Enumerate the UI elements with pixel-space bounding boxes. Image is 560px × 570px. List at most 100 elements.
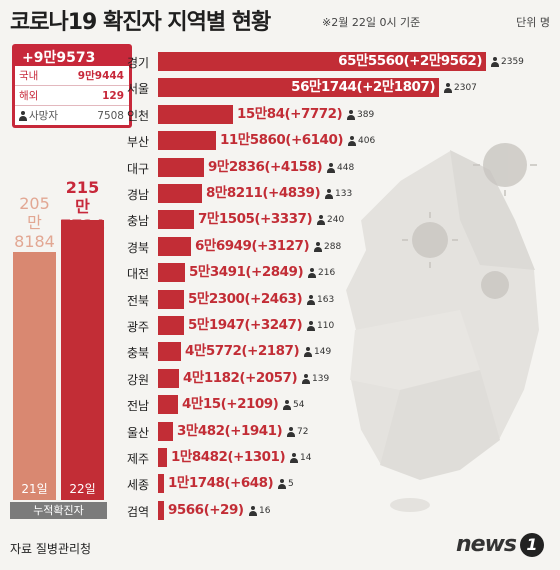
daily-total: +9만9573 [22,50,96,66]
region-deaths: 288 [314,242,341,252]
person-icon [304,347,312,357]
bar-value-label: 9566(+29) [168,502,244,518]
region-label: 강원 [126,373,150,387]
region-deaths: 163 [307,295,334,305]
cumulative-tag: 누적확진자 [10,502,107,519]
region-label: 충북 [126,346,150,360]
person-icon [19,110,27,121]
person-icon [491,57,499,67]
region-label: 경북 [126,241,150,255]
region-deaths: 406 [348,136,375,146]
region-label: 경기 [126,56,150,70]
bar-value-label: 4만5772(+2187) [185,343,300,359]
person-icon [314,242,322,252]
region-label: 대전 [126,267,150,281]
bar-value-label: 1만8482(+1301) [171,449,286,465]
region-bar: 1만1748(+648) [158,474,274,493]
domestic-row: 국내 9만9444 [15,66,129,86]
unit-note: 단위 명 [516,16,550,29]
bar-value-label: 15만84(+7772) [237,106,343,122]
person-icon [302,374,310,384]
prev-cumulative-bar [13,252,56,500]
region-deaths: 5 [278,479,294,489]
region-deaths: 139 [302,374,329,384]
bar-value-label: 5만1947(+3247) [188,317,303,333]
region-bar: 3만482(+1941) [158,422,283,441]
person-icon [307,295,315,305]
deaths-count: 139 [312,374,330,384]
deaths-count: 163 [317,295,335,305]
region-bar: 9566(+29) [158,501,244,520]
region-deaths: 448 [327,163,354,173]
summary-breakdown: 국내 9만9444 해외 129 사망자 7508 [15,66,129,125]
prev-day-label: 21일 [21,482,48,496]
person-icon [287,427,295,437]
bar-value-label: 56만1744(+2만1807) [291,79,435,95]
person-icon [278,479,286,489]
region-deaths: 216 [308,268,335,278]
region-deaths: 2359 [491,57,524,67]
region-bar: 4만15(+2109) [158,395,279,414]
domestic-label: 국내 [19,70,39,82]
deaths-row: 사망자 7508 [15,106,129,125]
deaths-count: 406 [358,136,376,146]
region-label: 대구 [126,162,150,176]
region-bar: 9만2836(+4158) [158,158,323,177]
region-deaths: 389 [347,110,374,120]
region-bar: 6만6949(+3127) [158,237,310,256]
region-deaths: 2307 [444,83,477,93]
logo-word: news [455,532,517,557]
region-bar: 15만84(+7772) [158,105,343,124]
person-icon [325,189,333,199]
bar-value-label: 5만2300(+2463) [188,291,303,307]
bar-value-label: 1만1748(+648) [168,475,274,491]
region-deaths: 72 [287,427,308,437]
deaths-count: 14 [300,453,312,463]
region-deaths: 240 [317,215,344,225]
bar-value-label: 65만5560(+2만9562) [338,53,482,69]
region-label: 광주 [126,320,150,334]
region-label: 제주 [126,452,150,466]
deaths-count: 288 [324,242,342,252]
overseas-value: 129 [102,89,124,102]
region-deaths: 54 [283,400,304,410]
region-deaths: 110 [307,321,334,331]
person-icon [347,110,355,120]
region-bar: 4만5772(+2187) [158,342,300,361]
deaths-count: 2359 [501,57,524,67]
person-icon [348,136,356,146]
deaths-count: 149 [314,347,332,357]
region-deaths: 16 [249,506,270,516]
region-label: 전북 [126,294,150,308]
overseas-row: 해외 129 [15,86,129,106]
curr-day-label: 22일 [69,482,96,496]
deaths-count: 240 [327,215,345,225]
deaths-count: 216 [318,268,336,278]
korea-map-icon [343,143,542,512]
person-icon [283,400,291,410]
bar-value-label: 4만15(+2109) [182,396,279,412]
region-bar: 56만1744(+2만1807) [158,78,439,97]
person-icon [290,453,298,463]
person-icon [308,268,316,278]
deaths-count: 2307 [454,83,477,93]
deaths-count: 72 [297,427,309,437]
news1-logo: news 1 [456,532,544,557]
deaths-count: 54 [293,400,305,410]
logo-number: 1 [520,532,544,557]
summary-box: +9만9573 국내 9만9444 해외 129 사망자 7508 [12,44,132,128]
person-icon [444,83,452,93]
source-note: 자료 질병관리청 [10,542,92,556]
person-icon [249,506,257,516]
region-label: 서울 [126,82,150,96]
person-icon [317,215,325,225]
deaths-count: 133 [335,189,353,199]
region-bar: 65만5560(+2만9562) [158,52,486,71]
deaths-count: 5 [288,479,294,489]
page-title: 코로나19 확진자 지역별 현황 [10,10,271,35]
region-label: 인천 [126,109,150,123]
bar-value-label: 11만5860(+6140) [220,132,344,148]
bar-value-label: 7만1505(+3337) [198,211,313,227]
region-bar: 5만2300(+2463) [158,290,303,309]
region-label: 세종 [126,478,150,492]
